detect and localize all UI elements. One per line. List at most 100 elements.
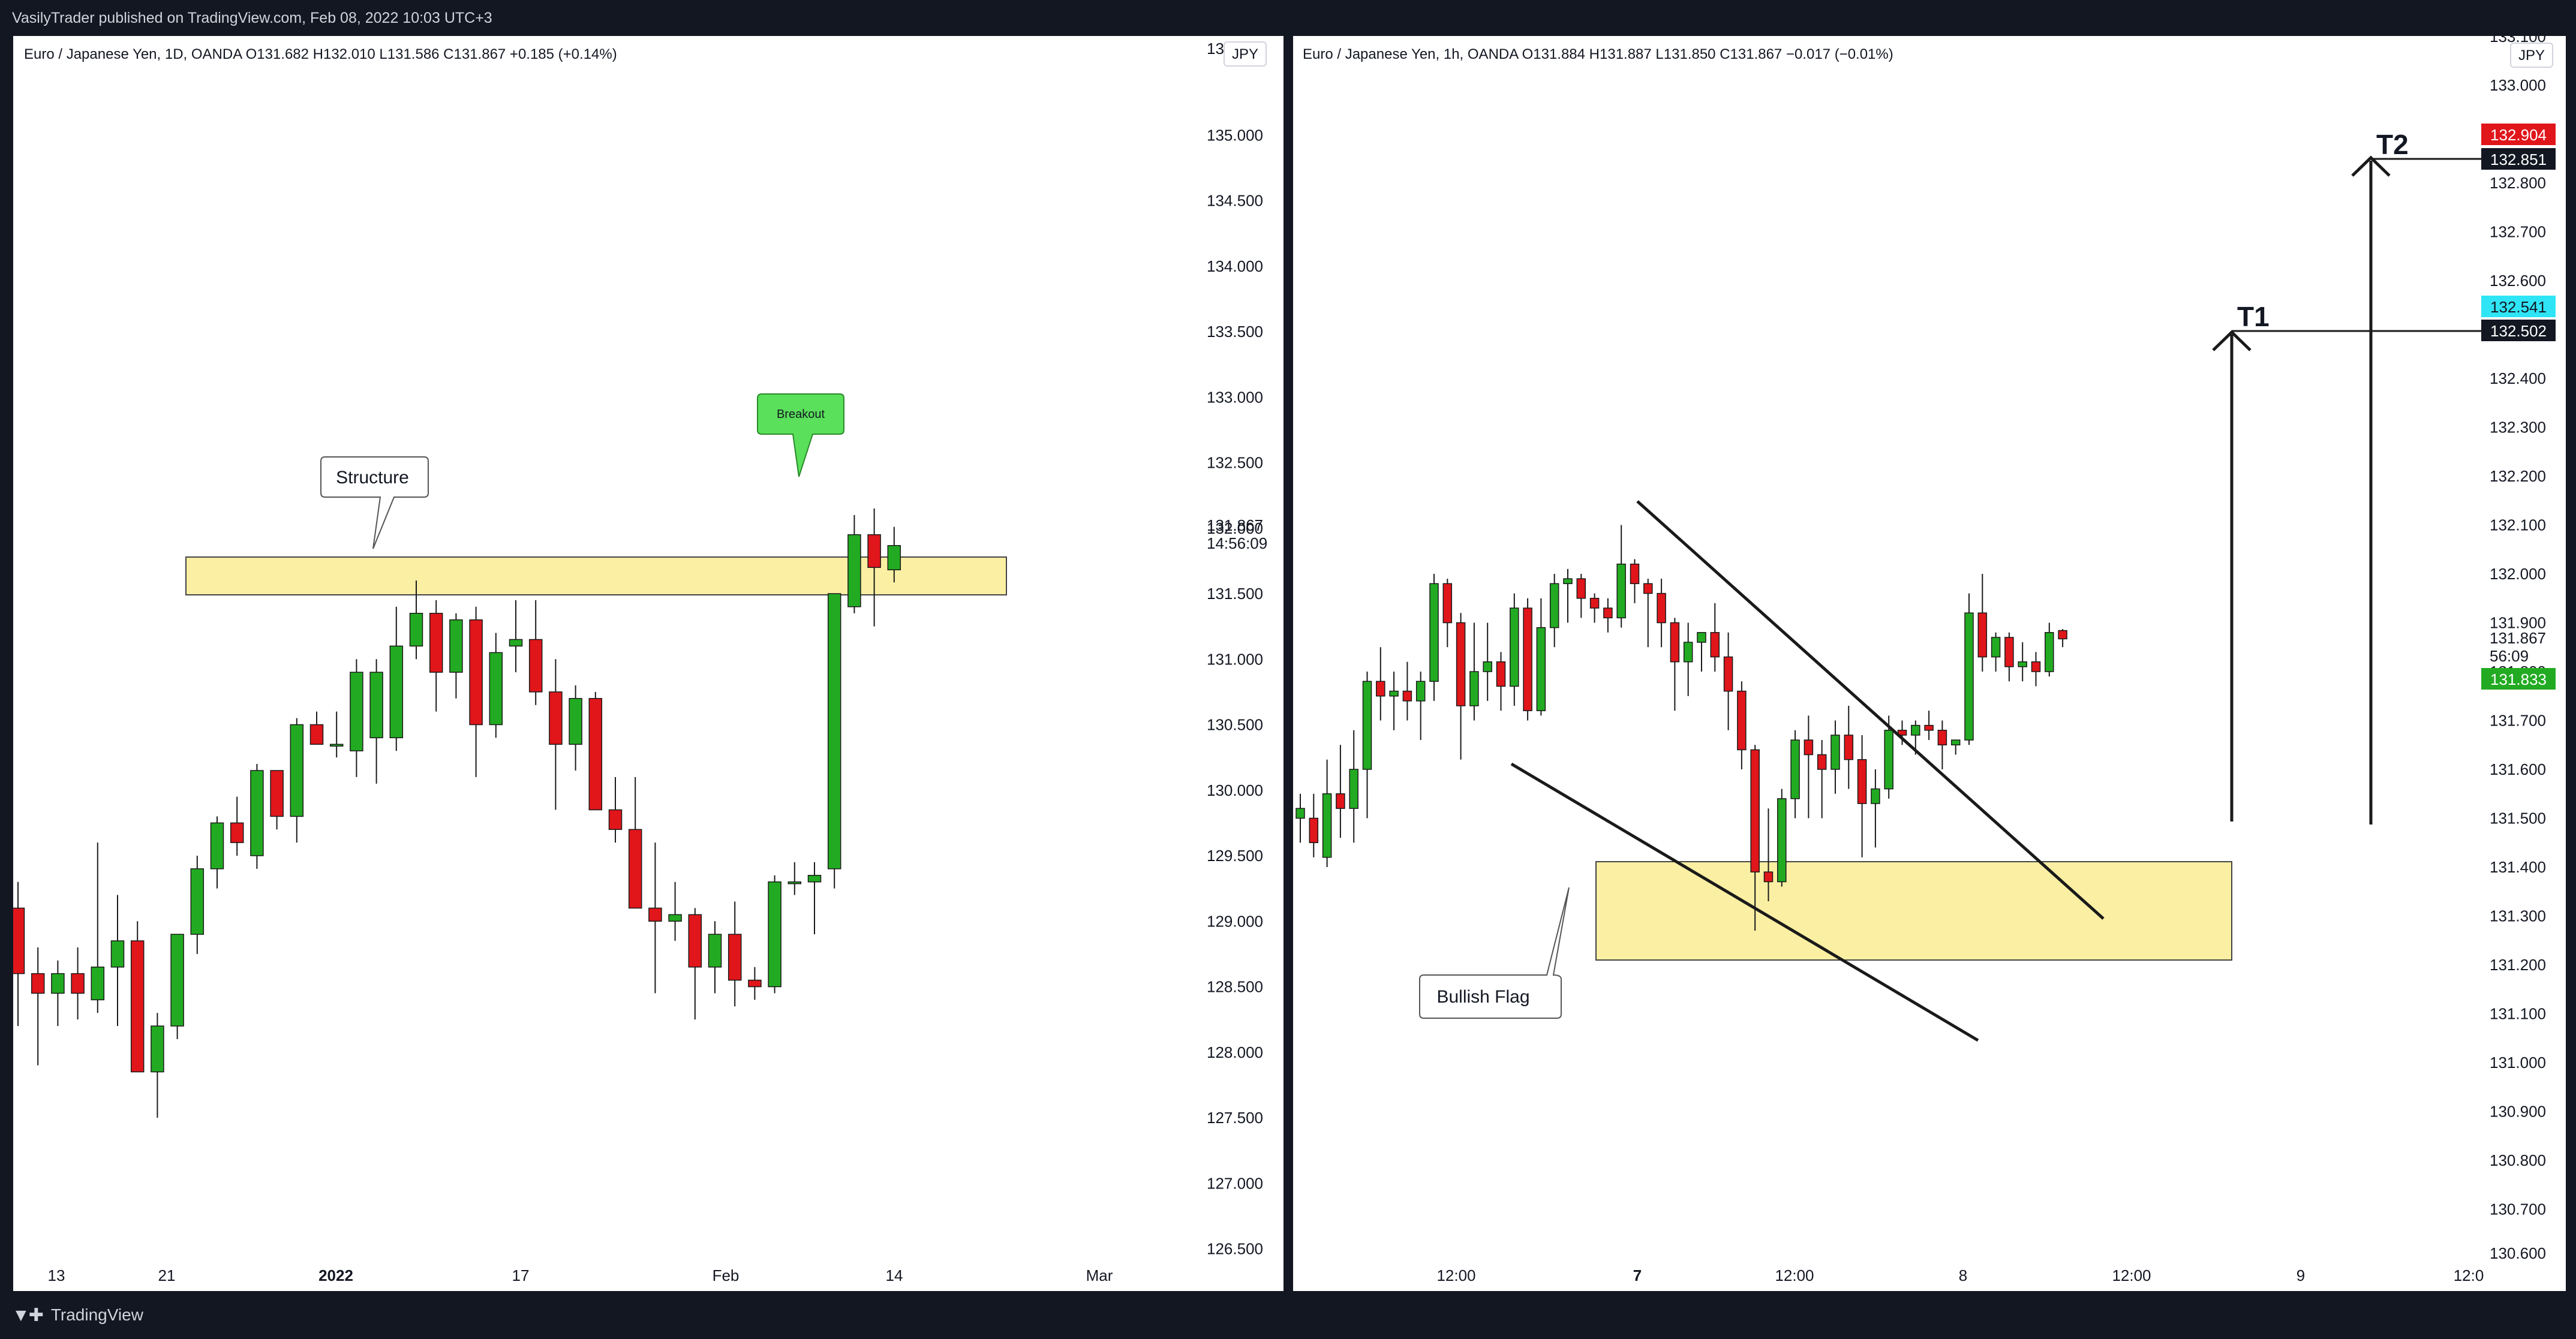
candle-up[interactable]: [1362, 672, 1372, 819]
candle-up[interactable]: [151, 1013, 164, 1118]
candle-up[interactable]: [827, 593, 841, 889]
candle-down[interactable]: [1763, 808, 1774, 902]
candle-up[interactable]: [1697, 632, 1706, 672]
candle-down[interactable]: [628, 777, 642, 909]
candle-down[interactable]: [230, 796, 244, 856]
candle-down[interactable]: [1710, 603, 1720, 672]
candle-up[interactable]: [1790, 730, 1800, 819]
candle-up[interactable]: [1349, 730, 1358, 843]
candle-up[interactable]: [110, 895, 125, 1027]
candle-up[interactable]: [369, 659, 383, 784]
candle-up[interactable]: [1469, 622, 1479, 721]
candle-up[interactable]: [190, 856, 205, 954]
candle-up[interactable]: [350, 659, 363, 777]
candle-down[interactable]: [1589, 593, 1600, 623]
candle-down[interactable]: [1817, 740, 1827, 819]
flag-upper-trendline[interactable]: [1636, 500, 2105, 920]
candle-up[interactable]: [1389, 672, 1399, 730]
candle-down[interactable]: [2004, 632, 2014, 682]
candle-up[interactable]: [2045, 622, 2054, 677]
candle-down[interactable]: [71, 947, 85, 1020]
candle-down[interactable]: [270, 770, 284, 830]
candle-down[interactable]: [549, 659, 563, 810]
candle-up[interactable]: [1830, 720, 1840, 794]
candle-up[interactable]: [1536, 598, 1546, 716]
candle-up[interactable]: [1964, 593, 1974, 745]
candle-down[interactable]: [528, 600, 543, 705]
candle-down[interactable]: [728, 901, 742, 1007]
candle-up[interactable]: [787, 862, 802, 895]
flag-lower-trendline[interactable]: [1510, 762, 1979, 1042]
candle-down[interactable]: [1657, 579, 1666, 648]
candle-up[interactable]: [768, 875, 781, 994]
candle-down[interactable]: [1643, 579, 1653, 648]
hourly-chart-svg[interactable]: T1 T2 Bullish Flag Euro / Japanese Yen, …: [1293, 36, 2566, 1291]
candle-up[interactable]: [1563, 568, 1573, 623]
breakout-callout[interactable]: Breakout: [757, 393, 844, 477]
candle-down[interactable]: [1402, 661, 1412, 721]
candle-up[interactable]: [1510, 593, 1519, 706]
candle-down[interactable]: [130, 921, 145, 1073]
candle-up[interactable]: [668, 881, 682, 941]
bullish-flag-callout[interactable]: Bullish Flag: [1419, 887, 1570, 1019]
candle-up[interactable]: [1683, 622, 1693, 696]
candle-down[interactable]: [1670, 618, 1680, 711]
candle-up[interactable]: [449, 613, 463, 699]
candle-down[interactable]: [588, 691, 603, 811]
footer-brand[interactable]: TradingView: [50, 1305, 143, 1324]
candle-down[interactable]: [2031, 652, 2041, 687]
daily-chart-svg[interactable]: Euro / Japanese Yen, 1D, OANDA O131.682 …: [13, 36, 1284, 1291]
candle-up[interactable]: [170, 934, 184, 1039]
candle-down[interactable]: [1496, 652, 1506, 711]
candle-down[interactable]: [1630, 559, 1640, 603]
demand-zone[interactable]: [1595, 861, 2232, 961]
candle-down[interactable]: [1376, 647, 1385, 721]
candle-up[interactable]: [569, 685, 582, 771]
candle-up[interactable]: [1991, 632, 2001, 672]
candle-down[interactable]: [2058, 629, 2067, 648]
candle-down[interactable]: [1309, 793, 1319, 857]
candle-down[interactable]: [469, 606, 483, 777]
chart-panel-hourly[interactable]: T1 T2 Bullish Flag Euro / Japanese Yen, …: [1293, 36, 2566, 1291]
candle-down[interactable]: [608, 777, 623, 843]
t2-target-arrow[interactable]: T2: [2351, 129, 2481, 825]
candle-down[interactable]: [1442, 579, 1453, 648]
candle-up[interactable]: [1871, 769, 1880, 848]
candle-down[interactable]: [1603, 598, 1613, 633]
candle-up[interactable]: [1483, 622, 1492, 701]
candle-up[interactable]: [509, 600, 523, 673]
price-axis[interactable]: 135.500 135.000134.500134.000133.500133.…: [1207, 40, 1263, 1258]
candle-up[interactable]: [1415, 672, 1426, 741]
candle-up[interactable]: [409, 580, 423, 660]
candle-up[interactable]: [1322, 759, 1332, 867]
candle-up[interactable]: [1777, 789, 1787, 887]
candle-up[interactable]: [290, 718, 304, 843]
structure-zone[interactable]: [185, 556, 1007, 595]
chart-panel-daily[interactable]: Euro / Japanese Yen, 1D, OANDA O131.682 …: [13, 36, 1284, 1291]
candle-down[interactable]: [13, 881, 25, 1027]
candle-up[interactable]: [210, 816, 224, 889]
candle-down[interactable]: [1937, 720, 1947, 770]
candle-up[interactable]: [489, 633, 503, 738]
tradingview-logo-icon[interactable]: ▼✚: [12, 1305, 44, 1325]
candle-down[interactable]: [1750, 745, 1760, 931]
candle-up[interactable]: [847, 514, 861, 613]
candle-up[interactable]: [91, 842, 105, 1013]
candle-up[interactable]: [1549, 574, 1559, 648]
candle-up[interactable]: [389, 606, 404, 751]
currency-badge[interactable]: [2510, 43, 2553, 68]
candle-down[interactable]: [429, 600, 443, 712]
candle-up[interactable]: [1295, 793, 1305, 843]
candle-up[interactable]: [2018, 642, 2027, 682]
t1-target-arrow[interactable]: T1: [2212, 301, 2481, 822]
candle-up[interactable]: [1884, 715, 1893, 799]
candle-up[interactable]: [329, 711, 344, 758]
candle-down[interactable]: [867, 508, 881, 627]
candle-up[interactable]: [708, 921, 722, 994]
candle-down[interactable]: [748, 967, 762, 1000]
candle-up[interactable]: [1950, 739, 1961, 755]
candle-up[interactable]: [887, 526, 901, 583]
candle-down[interactable]: [1456, 613, 1466, 760]
candle-down[interactable]: [1857, 735, 1867, 857]
candle-down[interactable]: [1844, 706, 1854, 789]
